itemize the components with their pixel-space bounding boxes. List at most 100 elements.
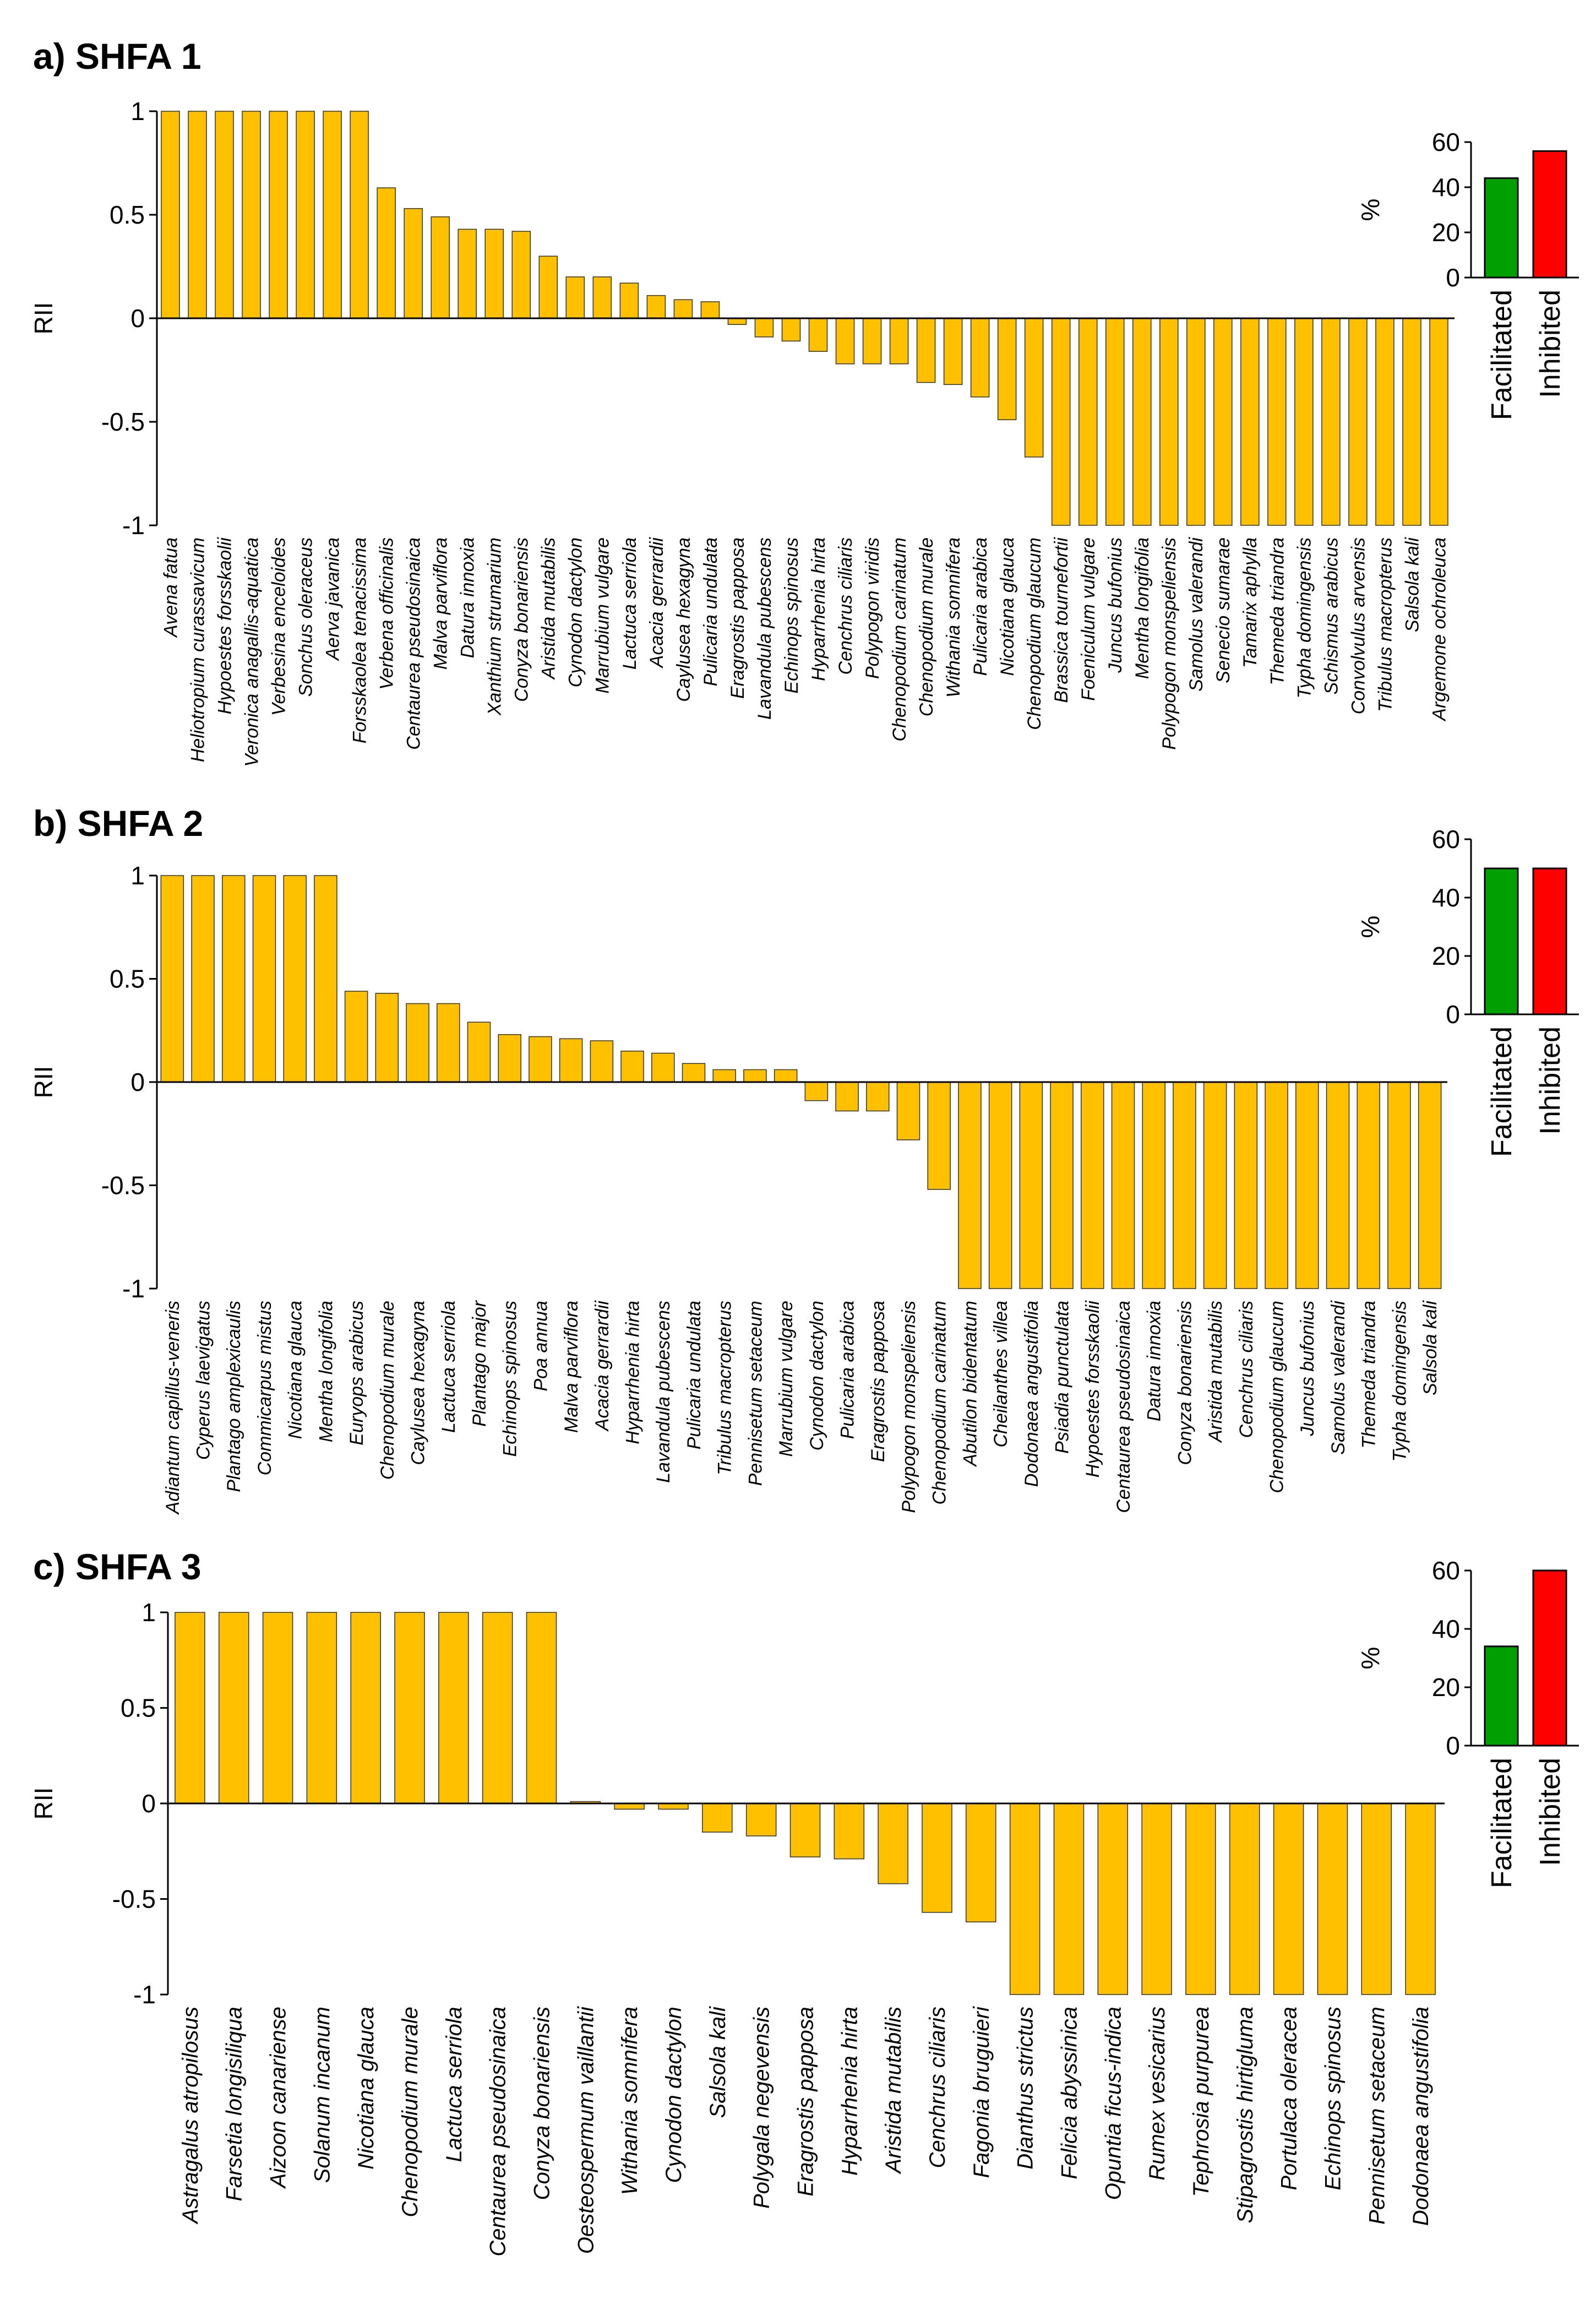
rii-bar (350, 1612, 381, 1804)
rii-bar (834, 1803, 865, 1860)
inhibited-bar (1532, 867, 1567, 1015)
category-label: Pulicaria undulata (684, 1301, 705, 1449)
rii-bar (406, 1003, 429, 1083)
panel-title: b) SHFA 2 (33, 803, 203, 844)
rii-bar (438, 1612, 469, 1804)
category-label: Chenopodium murale (916, 537, 937, 716)
category-label: Aristida mutabilis (881, 2007, 906, 2174)
rii-bar (916, 318, 936, 383)
rii-bar (1418, 1082, 1442, 1289)
rii-bar (1348, 318, 1368, 526)
y-axis-label: RII (29, 1787, 58, 1820)
category-label: Withania somnifera (618, 2007, 642, 2195)
rii-bar (970, 318, 990, 398)
category-label: Caylusea hexagyna (407, 1301, 428, 1465)
category-label: Argemone ochroleuca (1429, 537, 1450, 722)
rii-bar (1273, 1803, 1304, 1995)
rii-bar (1185, 1803, 1216, 1995)
category-label: Polypogon monspeliensis (1159, 537, 1180, 750)
category-label: Conyza bonariensis (1174, 1301, 1195, 1465)
rii-bar (1111, 1082, 1135, 1289)
rii-bar (215, 111, 234, 319)
rii-bar (1105, 318, 1125, 526)
category-label: Salsola kali (1402, 537, 1423, 632)
category-label: Marrubium vulgare (776, 1301, 797, 1457)
category-label: Astragalus atropilosus (178, 2007, 203, 2225)
rii-bar (658, 1803, 689, 1810)
category-label: Nicotiana glauca (997, 537, 1018, 676)
category-label: Mentha longifolia (315, 1301, 336, 1442)
rii-bar (958, 1082, 982, 1289)
rii-bar (1321, 318, 1341, 526)
category-label: Chenopodium carinatum (929, 1301, 950, 1504)
rii-bar (774, 1069, 798, 1083)
category-label: Plantago major (469, 1300, 490, 1426)
inset-y-tick-label: 40 (1432, 1615, 1460, 1643)
y-tick-label: -1 (133, 1980, 156, 2009)
category-label: Polygala negevensis (750, 2007, 774, 2209)
category-label: Portulaca oleracea (1277, 2007, 1301, 2191)
rii-bar (1213, 318, 1233, 526)
category-label: Verbesina enceloides (268, 537, 289, 716)
category-label: Lactuca serriola (438, 1301, 459, 1433)
y-tick-label: 0 (130, 1068, 145, 1096)
rii-bar (394, 1612, 425, 1804)
category-label: Lactuca serriola (619, 537, 640, 670)
rii-bar (712, 1069, 736, 1083)
category-label: Datura innoxia (1144, 1301, 1165, 1421)
category-label: Pulicaria undulata (700, 537, 721, 686)
rii-bar (835, 318, 855, 365)
rii-bar (1361, 1803, 1392, 1995)
rii-bar (296, 111, 315, 319)
rii-bar (404, 208, 423, 319)
category-label: Pennisetum setaceum (745, 1301, 766, 1486)
rii-bar (808, 318, 828, 352)
category-label: Juncus bufonius (1297, 1301, 1318, 1437)
rii-bar (323, 111, 342, 319)
category-label: Polypogon viridis (862, 537, 883, 679)
category-label: Eragrostis papposa (727, 537, 748, 699)
category-label: Hyparrhenia hirta (622, 1301, 643, 1444)
rii-bar (262, 1612, 293, 1804)
rii-bar (252, 875, 276, 1083)
rii-bar (862, 318, 882, 365)
rii-bar (702, 1803, 733, 1833)
rii-bar (1159, 318, 1179, 526)
rii-bar (314, 875, 337, 1083)
y-tick-label: 0 (130, 304, 145, 333)
category-label: Echinops spinosus (500, 1301, 521, 1457)
rii-bar (614, 1803, 645, 1810)
y-tick-label: 0.5 (110, 200, 145, 229)
rii-bar (781, 318, 801, 342)
category-label: Centaurea pseudosinaica (1113, 1301, 1134, 1513)
facilitated-bar (1484, 867, 1519, 1015)
rii-bar (743, 1069, 767, 1083)
facilitated-bar (1484, 177, 1519, 279)
category-label: Cynodon dactylon (565, 537, 586, 687)
inset-y-tick-label: 60 (1432, 825, 1460, 854)
rii-bar (988, 1082, 1012, 1289)
category-label: Cynodon dactylon (807, 1301, 827, 1450)
inset-chart: 0 20 40 60% Facilitated Inhibited (1356, 825, 1579, 1157)
rii-bar (431, 216, 450, 319)
rii-bar (344, 991, 368, 1083)
inset-category-label: Facilitated (1486, 1758, 1518, 1888)
rii-bar (242, 111, 261, 319)
panel-title: c) SHFA 3 (33, 1546, 201, 1587)
inset-y-tick-label: 20 (1432, 942, 1460, 970)
category-label: Dodonaea angustifolia (1021, 1301, 1042, 1487)
category-label: Plantago amplexicaulis (224, 1301, 244, 1492)
inset-chart: 0 20 40 60% Facilitated Inhibited (1356, 1556, 1579, 1888)
rii-bar (1317, 1803, 1348, 1995)
rii-bar (161, 111, 180, 319)
rii-bar (700, 301, 720, 319)
rii-bar (997, 318, 1017, 420)
category-label: Dodonaea angustifolia (1409, 2007, 1433, 2226)
rii-bar (1097, 1803, 1129, 1995)
rii-bar (1429, 318, 1448, 526)
category-label: Nicotiana glauca (285, 1301, 306, 1439)
category-label: Centaurea pseudosinaica (486, 2007, 510, 2257)
y-tick-label: 1 (141, 1598, 156, 1627)
rii-bar (727, 318, 747, 325)
rii-bar (1051, 318, 1071, 526)
